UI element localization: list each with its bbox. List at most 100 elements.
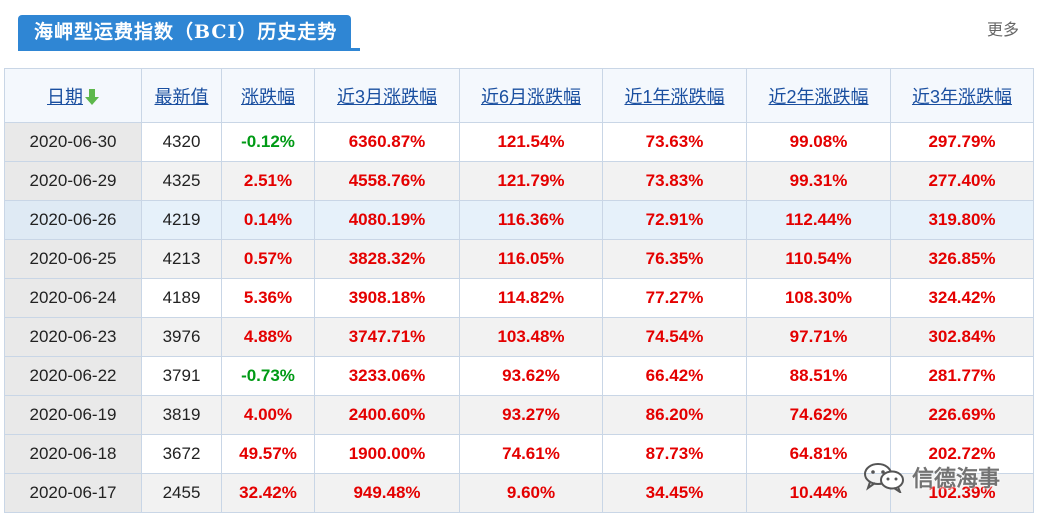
table-row: 2020-06-24 4189 5.36% 3908.18% 114.82% 77.27%…: [4, 278, 1034, 318]
change-1y-cell: 72.91%: [602, 200, 747, 240]
column-header-change: 涨跌幅: [221, 68, 315, 123]
column-header-1y-change: 近1年涨跌幅: [602, 68, 747, 123]
more-link[interactable]: 更多: [986, 20, 1019, 39]
latest-value-cell: 3819: [141, 395, 222, 435]
date-cell: 2020-06-23: [4, 317, 142, 357]
table-row: 2020-06-30 4320 -0.12% 6360.87% 121.54% 73.63…: [4, 122, 1034, 162]
table-row: 2020-06-17 2455 32.42% 949.48% 9.60% 34.45% 10…: [4, 473, 1034, 513]
column-header-latest-value: 最新值: [141, 68, 222, 123]
change-2y-cell: 88.51%: [746, 356, 891, 396]
change-6m-cell: 103.48%: [459, 317, 603, 357]
change-3m-cell: 3908.18%: [314, 278, 460, 318]
sort-by-3m-change-link[interactable]: 近3月涨跌幅: [336, 86, 437, 107]
change-3m-cell: 949.48%: [314, 473, 460, 513]
change-1y-cell: 73.63%: [602, 122, 747, 162]
sort-by-change-link[interactable]: 涨跌幅: [241, 86, 295, 107]
sort-by-date-link[interactable]: 日期: [47, 86, 83, 107]
change-6m-cell: 74.61%: [459, 434, 603, 474]
change-6m-cell: 9.60%: [459, 473, 603, 513]
date-cell: 2020-06-26: [4, 200, 142, 240]
latest-value-cell: 4213: [141, 239, 222, 279]
change-3y-cell: 102.39%: [890, 473, 1034, 513]
table-row: 2020-06-19 3819 4.00% 2400.60% 93.27% 86.20% 7…: [4, 395, 1034, 435]
change-2y-cell: 10.44%: [746, 473, 891, 513]
column-header-6m-change: 近6月涨跌幅: [459, 68, 603, 123]
sort-by-latest-value-link[interactable]: 最新值: [154, 86, 209, 107]
change-2y-cell: 112.44%: [746, 200, 891, 240]
change-6m-cell: 93.27%: [459, 395, 603, 435]
latest-value-cell: 3976: [141, 317, 222, 357]
change-2y-cell: 99.08%: [746, 122, 891, 162]
column-header-3m-change: 近3月涨跌幅: [314, 68, 460, 123]
change-cell: 0.57%: [221, 239, 315, 279]
change-3y-cell: 281.77%: [890, 356, 1034, 396]
change-1y-cell: 77.27%: [602, 278, 747, 318]
change-3y-cell: 297.79%: [890, 122, 1034, 162]
change-3y-cell: 202.72%: [890, 434, 1034, 474]
change-1y-cell: 86.20%: [602, 395, 747, 435]
change-3y-cell: 326.85%: [890, 239, 1034, 279]
sort-by-6m-change-link[interactable]: 近6月涨跌幅: [480, 86, 581, 107]
date-cell: 2020-06-24: [4, 278, 142, 318]
change-6m-cell: 116.36%: [459, 200, 603, 240]
change-cell: 2.51%: [221, 161, 315, 201]
date-cell: 2020-06-30: [4, 122, 142, 162]
section-title: 海岬型运费指数（BCI）历史走势: [18, 15, 352, 49]
change-cell: 0.14%: [221, 200, 315, 240]
sort-by-1y-change-link[interactable]: 近1年涨跌幅: [624, 86, 725, 107]
change-1y-cell: 87.73%: [602, 434, 747, 474]
sort-descending-icon[interactable]: [85, 88, 99, 105]
title-underline-divider: [18, 48, 360, 51]
change-3m-cell: 3747.71%: [314, 317, 460, 357]
change-3y-cell: 277.40%: [890, 161, 1034, 201]
change-3m-cell: 4558.76%: [314, 161, 460, 201]
change-2y-cell: 64.81%: [746, 434, 891, 474]
change-2y-cell: 97.71%: [746, 317, 891, 357]
date-cell: 2020-06-18: [4, 434, 142, 474]
change-cell: 5.36%: [221, 278, 315, 318]
change-1y-cell: 66.42%: [602, 356, 747, 396]
sort-by-2y-change-link[interactable]: 近2年涨跌幅: [768, 86, 869, 107]
date-cell: 2020-06-22: [4, 356, 142, 396]
latest-value-cell: 4325: [141, 161, 222, 201]
change-2y-cell: 99.31%: [746, 161, 891, 201]
change-2y-cell: 108.30%: [746, 278, 891, 318]
table-row: 2020-06-26 4219 0.14% 4080.19% 116.36% 72.91%…: [4, 200, 1034, 240]
change-3y-cell: 226.69%: [890, 395, 1034, 435]
table-row: 2020-06-22 3791 -0.73% 3233.06% 93.62% 66.42%…: [4, 356, 1034, 396]
latest-value-cell: 3791: [141, 356, 222, 396]
latest-value-cell: 2455: [141, 473, 222, 513]
table-row: 2020-06-23 3976 4.88% 3747.71% 103.48% 74.54%…: [4, 317, 1034, 357]
bci-history-table: 日期 最新值 涨跌幅 近3月涨跌幅 近6月涨跌幅 近1年涨跌幅 近2年涨跌幅 近…: [4, 68, 1034, 513]
table-row: 2020-06-18 3672 49.57% 1900.00% 74.61% 87.73%…: [4, 434, 1034, 474]
column-header-3y-change: 近3年涨跌幅: [890, 68, 1034, 123]
column-header-date: 日期: [4, 68, 142, 123]
change-1y-cell: 34.45%: [602, 473, 747, 513]
change-6m-cell: 93.62%: [459, 356, 603, 396]
change-6m-cell: 121.79%: [459, 161, 603, 201]
latest-value-cell: 3672: [141, 434, 222, 474]
change-3m-cell: 3828.32%: [314, 239, 460, 279]
change-6m-cell: 116.05%: [459, 239, 603, 279]
change-cell: 49.57%: [221, 434, 315, 474]
change-1y-cell: 73.83%: [602, 161, 747, 201]
sort-by-3y-change-link[interactable]: 近3年涨跌幅: [911, 86, 1012, 107]
date-cell: 2020-06-25: [4, 239, 142, 279]
change-1y-cell: 74.54%: [602, 317, 747, 357]
date-cell: 2020-06-17: [4, 473, 142, 513]
change-cell: 32.42%: [221, 473, 315, 513]
table-row: 2020-06-29 4325 2.51% 4558.76% 121.79% 73.83%…: [4, 161, 1034, 201]
change-1y-cell: 76.35%: [602, 239, 747, 279]
date-cell: 2020-06-19: [4, 395, 142, 435]
latest-value-cell: 4320: [141, 122, 222, 162]
latest-value-cell: 4219: [141, 200, 222, 240]
change-3m-cell: 3233.06%: [314, 356, 460, 396]
change-2y-cell: 74.62%: [746, 395, 891, 435]
change-cell: 4.88%: [221, 317, 315, 357]
change-3m-cell: 2400.60%: [314, 395, 460, 435]
change-cell: -0.73%: [221, 356, 315, 396]
table-body: 2020-06-30 4320 -0.12% 6360.87% 121.54% 73.63…: [4, 122, 1034, 513]
change-3y-cell: 319.80%: [890, 200, 1034, 240]
column-header-2y-change: 近2年涨跌幅: [746, 68, 891, 123]
change-3y-cell: 324.42%: [890, 278, 1034, 318]
